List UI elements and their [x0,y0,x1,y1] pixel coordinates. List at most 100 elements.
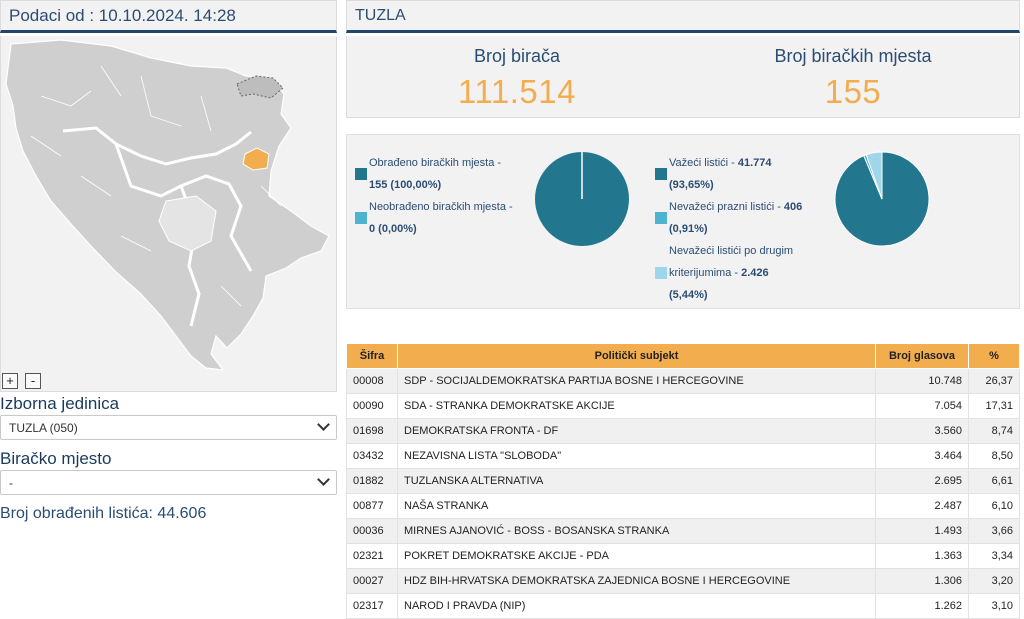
table-row[interactable]: 00036 MIRNES AJANOVIĆ - BOSS - BOSANSKA S… [346,518,1020,544]
cell-votes: 1.493 [875,518,969,544]
stats-panel: Broj birača 111.514 Broj biračkih mjesta… [346,36,1020,118]
legend-valid-percent: (93,65%) [669,179,714,191]
bih-map[interactable] [1,36,338,392]
voters-label: Broj birača [473,46,561,66]
legend-processed-value: 155 (100,00%) [369,179,442,191]
legend-swatch-processed [355,168,367,180]
cell-party: SDP - SOCIJALDEMOKRATSKA PARTIJA BOSNE I… [397,368,876,394]
cell-party: POKRET DEMOKRATSKE AKCIJE - PDA [397,543,876,569]
col-party-header[interactable]: Politički subjekt [397,343,876,369]
cell-code: 00036 [346,518,398,544]
processed-ballots: Broj obrađenih listića: 44.606 [0,505,207,522]
cell-percent: 3,66 [968,518,1020,544]
cell-votes: 3.560 [875,418,969,444]
cell-votes: 7.054 [875,393,969,419]
legend-swatch-valid [655,168,667,180]
chevron-down-icon [317,418,330,431]
legend-other-line: kriterijumima - 2.426 [669,267,769,279]
cell-percent: 26,37 [968,368,1020,394]
table-row[interactable]: 01882 TUZLANSKA ALTERNATIVA 2.695 6,61 [346,468,1020,494]
legend-blank-percent: (0,91%) [669,223,708,235]
results-table: Šifra Politički subjekt Broj glasova % 0… [346,343,1020,619]
stations-label: Broj biračkih mjesta [774,46,932,66]
zoom-out-button[interactable]: - [25,373,41,389]
stations-value: 155 [824,73,882,110]
map-panel[interactable] [0,36,337,392]
polling-station-label: Biračko mjesto [0,449,112,468]
cell-code: 01882 [346,468,398,494]
table-header-row: Šifra Politički subjekt Broj glasova % [346,343,1020,369]
legend-other-text: kriterijumima - [669,267,742,279]
cell-code: 00090 [346,393,398,419]
cell-party: DEMOKRATSKA FRONTA - DF [397,418,876,444]
voters-value: 111.514 [458,73,576,110]
sarajevo-region[interactable] [158,195,217,252]
polling-station-select[interactable]: - [0,470,337,495]
table-row[interactable]: 00008 SDP - SOCIJALDEMOKRATSKA PARTIJA BO… [346,368,1020,394]
voters-stat: Broj birača 111.514 [367,46,667,111]
col-votes-header[interactable]: Broj glasova [875,343,969,369]
tuzla-highlight[interactable] [242,147,270,171]
legend-blank-text: Nevažeći prazni listići - [669,201,784,213]
legend-swatch-other [655,267,667,279]
table-row[interactable]: 00877 NAŠA STRANKA 2.487 6,10 [346,493,1020,519]
chevron-down-icon [317,473,330,486]
electoral-unit-label: Izborna jedinica [0,394,120,413]
left-panel: Podaci od : 10.10.2024. 14:28 + - Izborn… [0,0,339,619]
pie-slice[interactable] [865,151,883,200]
cell-percent: 17,31 [968,393,1020,419]
cell-percent: 3,20 [968,568,1020,594]
cell-code: 00877 [346,493,398,519]
legend-blank-label: Nevažeći prazni listići - 406 [669,201,802,213]
pie-chart-ballots [834,151,930,247]
region-title: TUZLA [355,6,406,24]
cell-party: NAŠA STRANKA [397,493,876,519]
stations-stat: Broj biračkih mjesta 155 [703,46,1003,111]
results-body: 00008 SDP - SOCIJALDEMOKRATSKA PARTIJA BO… [346,368,1020,619]
legend-unprocessed-value: 0 (0,00%) [369,223,417,235]
table-row[interactable]: 00027 HDZ BIH-HRVATSKA DEMOKRATSKA ZAJEDN… [346,568,1020,594]
legend-other-number: 2.426 [741,267,769,279]
cell-code: 03432 [346,443,398,469]
legend-other-percent: (5,44%) [669,289,708,301]
table-row[interactable]: 01698 DEMOKRATSKA FRONTA - DF 3.560 8,74 [346,418,1020,444]
cell-votes: 1.306 [875,568,969,594]
cell-code: 00008 [346,368,398,394]
electoral-unit-select[interactable]: TUZLA (050) [0,415,337,440]
right-panel: TUZLA Broj birača 111.514 Broj biračkih … [346,0,1024,619]
cell-party: NEZAVISNA LISTA "SLOBODA" [397,443,876,469]
cell-votes: 2.487 [875,493,969,519]
legend-valid-label: Važeći listići - 41.774 [669,157,772,169]
cell-votes: 10.748 [875,368,969,394]
polling-station-value: - [9,476,13,490]
data-timestamp-header: Podaci od : 10.10.2024. 14:28 [0,0,337,33]
cell-code: 02321 [346,543,398,569]
cell-party: MIRNES AJANOVIĆ - BOSS - BOSANSKA STRANK… [397,518,876,544]
cell-votes: 3.464 [875,443,969,469]
table-row[interactable]: 02321 POKRET DEMOKRATSKE AKCIJE - PDA 1.36… [346,543,1020,569]
col-percent-header[interactable]: % [968,343,1020,369]
region-header: TUZLA [346,0,1020,33]
cell-party: SDA - STRANKA DEMOKRATSKE AKCIJE [397,393,876,419]
legend-valid-text: Važeći listići - [669,157,738,169]
cell-percent: 3,10 [968,593,1020,619]
municipality-lines [30,65,282,307]
brcko-district[interactable] [236,75,284,99]
data-timestamp: Podaci od : 10.10.2024. 14:28 [9,5,236,25]
legend-blank-number: 406 [783,201,803,213]
legend-swatch-unprocessed [355,212,367,224]
cell-votes: 1.363 [875,543,969,569]
table-row[interactable]: 02317 NAROD I PRAVDA (NIP) 1.262 3,10 [346,593,1020,619]
zoom-in-button[interactable]: + [2,373,18,389]
cell-code: 00027 [346,568,398,594]
legend-swatch-blank [655,212,667,224]
cell-party: NAROD I PRAVDA (NIP) [397,593,876,619]
cell-code: 02317 [346,593,398,619]
table-row[interactable]: 00090 SDA - STRANKA DEMOKRATSKE AKCIJE 7.0… [346,393,1020,419]
cell-votes: 2.695 [875,468,969,494]
cell-percent: 3,34 [968,543,1020,569]
table-row[interactable]: 03432 NEZAVISNA LISTA "SLOBODA" 3.464 8,50 [346,443,1020,469]
cell-percent: 8,74 [968,418,1020,444]
col-code-header[interactable]: Šifra [346,343,398,369]
legend-unprocessed-label: Neobrađeno biračkih mjesta - [369,201,513,213]
